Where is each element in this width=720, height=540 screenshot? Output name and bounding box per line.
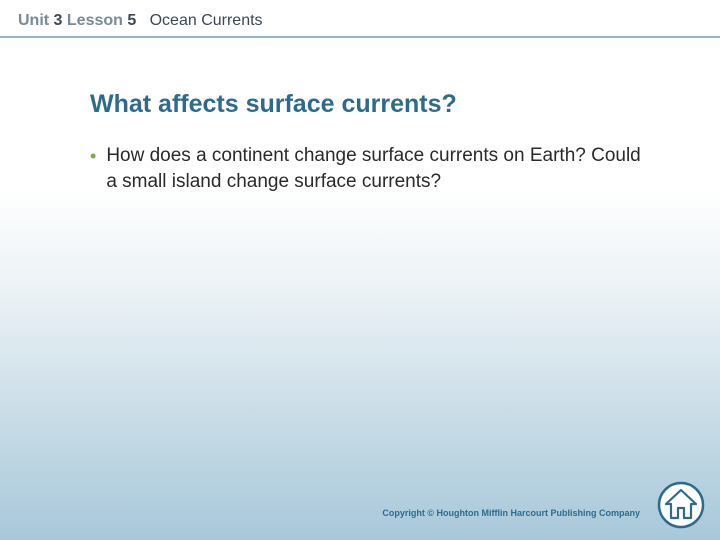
copyright-text: Copyright © Houghton Mifflin Harcourt Pu… xyxy=(382,508,640,518)
bullet-item: • How does a continent change surface cu… xyxy=(90,143,680,195)
question-title: What affects surface currents? xyxy=(90,90,680,119)
lesson-prefix: Lesson xyxy=(62,12,127,29)
unit-lesson-label: Unit 3 Lesson 5 xyxy=(18,12,141,29)
lesson-title: Ocean Currents xyxy=(150,12,263,29)
slide-header: Unit 3 Lesson 5 Ocean Currents xyxy=(0,0,720,38)
bullet-marker: • xyxy=(90,143,96,169)
bullet-text: How does a continent change surface curr… xyxy=(106,143,646,195)
home-icon[interactable] xyxy=(656,480,706,530)
unit-prefix: Unit xyxy=(18,12,54,29)
lesson-number: 5 xyxy=(127,12,136,29)
slide: Unit 3 Lesson 5 Ocean Currents What affe… xyxy=(0,0,720,540)
content-area: What affects surface currents? • How doe… xyxy=(90,90,680,195)
